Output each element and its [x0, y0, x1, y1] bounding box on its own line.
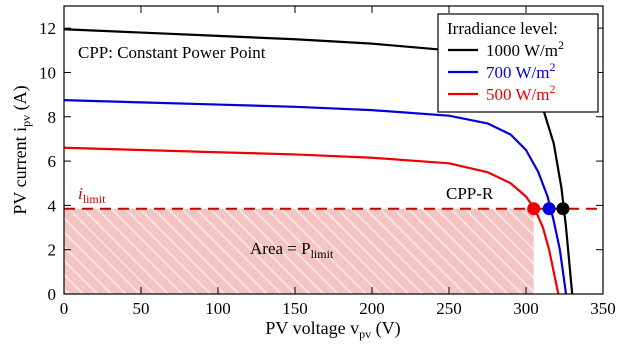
- cpp-points: [527, 202, 570, 216]
- cpp-definition-annotation: CPP: Constant Power Point: [78, 43, 266, 62]
- y-tick-label-4: 8: [48, 108, 57, 127]
- legend-label-0: 1000 W/m2: [486, 38, 564, 60]
- x-tick-label-6: 300: [513, 299, 539, 318]
- cpp-point-0: [527, 202, 541, 216]
- series-line-2: [64, 146, 560, 294]
- cpp-point-2: [556, 202, 570, 216]
- x-axis-title: PV voltage vpv (V): [265, 318, 400, 341]
- legend-label-1: 700 W/m2: [486, 60, 555, 82]
- y-tick-label-1: 2: [48, 241, 57, 260]
- x-tick-label-3: 150: [282, 299, 308, 318]
- x-tick-label-2: 100: [205, 299, 231, 318]
- x-tick-label-7: 350: [590, 299, 616, 318]
- y-tick-label-5: 10: [39, 63, 56, 82]
- x-tick-label-1: 50: [133, 299, 150, 318]
- series-line-1: [64, 99, 568, 294]
- y-axis-title: PV current ipv (A): [10, 85, 33, 214]
- shaded-area-p-limit: [64, 208, 534, 294]
- cpp-point-1: [542, 202, 556, 216]
- y-tick-label-2: 4: [48, 196, 57, 215]
- y-tick-label-6: 12: [39, 19, 56, 38]
- legend-box: [437, 13, 599, 113]
- y-tick-label-0: 0: [48, 285, 57, 304]
- x-tick-label-4: 200: [359, 299, 385, 318]
- legend-title: Irradiance level:: [447, 19, 558, 38]
- legend-label-2: 500 W/m2: [486, 82, 555, 104]
- axis-ticks: 0 50 100 150 200 250 300 350 0 2 4 6 8 10 12: [39, 6, 616, 318]
- y-tick-label-3: 6: [48, 152, 57, 171]
- area-label: Area = Plimit: [250, 239, 334, 261]
- limit-line-label: ilimit: [78, 184, 106, 206]
- x-tick-label-0: 0: [60, 299, 69, 318]
- cpp-r-annotation: CPP-R: [446, 184, 494, 203]
- x-tick-label-5: 250: [436, 299, 462, 318]
- plot-frame: [63, 5, 604, 295]
